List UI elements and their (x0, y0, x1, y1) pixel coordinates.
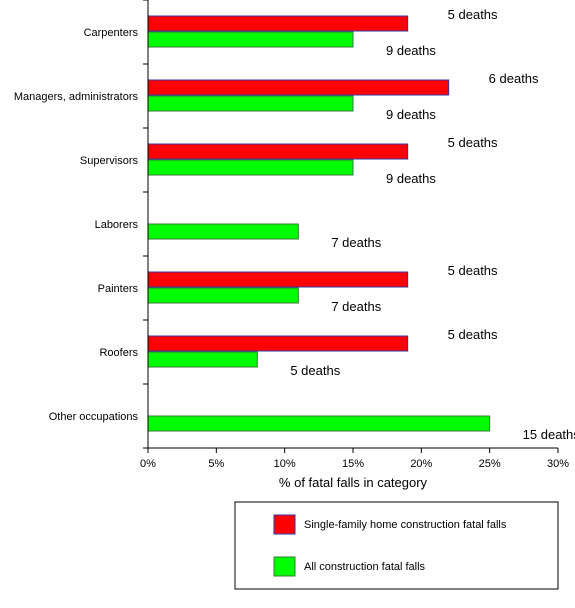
data-label: 5 deaths (448, 7, 498, 22)
data-label: 9 deaths (386, 107, 436, 122)
legend-swatch-all-construction (273, 556, 296, 577)
category-label: Carpenters (84, 27, 139, 39)
bar-single-family (147, 271, 409, 288)
bar-all-construction (147, 31, 354, 48)
legend-swatch-single-family (273, 514, 296, 535)
bar-single-family (147, 335, 409, 352)
data-label: 5 deaths (448, 263, 498, 278)
category-label: Roofers (99, 347, 138, 359)
data-label: 7 deaths (331, 235, 381, 250)
data-label: 5 deaths (448, 135, 498, 150)
data-label: 5 deaths (448, 327, 498, 342)
data-label: 6 deaths (489, 71, 539, 86)
bar-single-family (147, 143, 409, 160)
x-tick-label: 15% (342, 458, 364, 470)
category-label: Supervisors (80, 155, 139, 167)
x-tick-label: 10% (274, 458, 296, 470)
x-axis-title: % of fatal falls in category (279, 475, 428, 490)
data-label: 7 deaths (331, 299, 381, 314)
data-label: 15 deaths (523, 427, 575, 442)
x-tick-label: 20% (410, 458, 432, 470)
category-label: Painters (98, 283, 139, 295)
x-tick-label: 0% (140, 458, 156, 470)
bar-all-construction (147, 351, 258, 368)
bar-single-family (147, 79, 450, 96)
bar-all-construction (147, 223, 299, 240)
x-tick-label: 30% (547, 458, 569, 470)
bar-all-construction (147, 95, 354, 112)
bar-all-construction (147, 415, 491, 432)
bar-all-construction (147, 287, 299, 304)
x-tick-label: 25% (479, 458, 501, 470)
legend-label-single-family: Single-family home construction fatal fa… (304, 519, 507, 531)
x-tick-label: 5% (208, 458, 224, 470)
data-label: 5 deaths (290, 363, 340, 378)
legend-label-all-construction: All construction fatal falls (304, 561, 426, 573)
category-label: Laborers (95, 219, 139, 231)
legend: Single-family home construction fatal fa… (234, 501, 559, 590)
bar-single-family (147, 15, 409, 32)
data-label: 9 deaths (386, 43, 436, 58)
category-label: Other occupations (49, 411, 139, 423)
labels-layer: Carpenters 5 deaths 9 deaths Managers, admi… (14, 7, 575, 470)
bar-all-construction (147, 159, 354, 176)
ticks-layer (143, 0, 559, 453)
category-label: Managers, administrators (14, 91, 139, 103)
data-label: 9 deaths (386, 171, 436, 186)
